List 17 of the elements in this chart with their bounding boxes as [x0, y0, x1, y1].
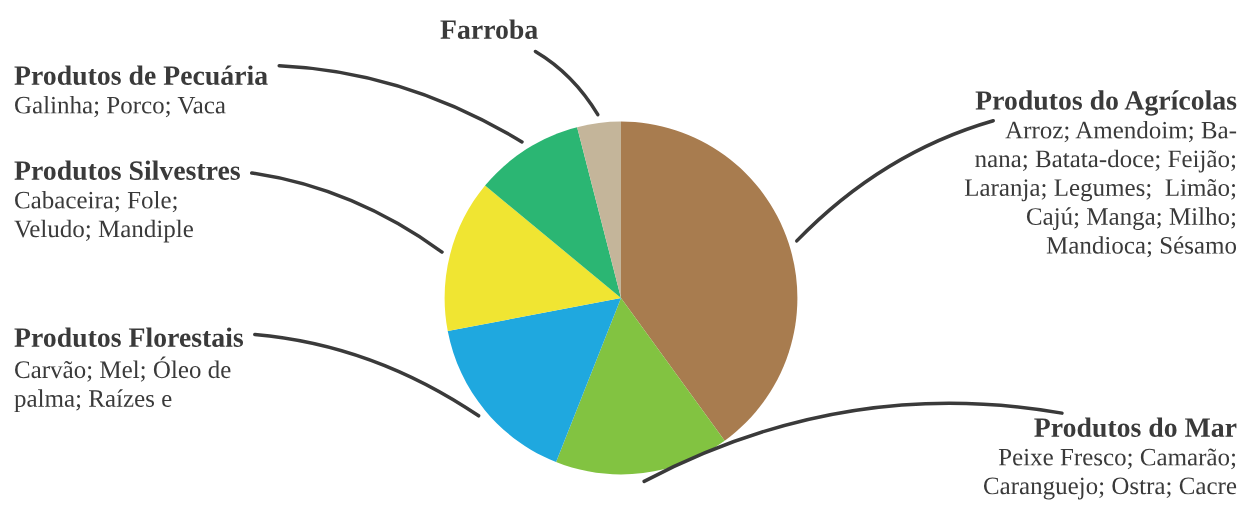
text: Arroz; Amendoim; Ba- nana; Batata-doce; Feijão; Laranja; Legumes; Limão; Cajú; Manga; Milho; Mandioca; Sésamo	[964, 121, 1237, 258]
pie-slice	[444, 185, 621, 332]
pie-slice	[556, 298, 725, 475]
slice-label: Produtos do Mar	[1034, 417, 1237, 438]
slice-label: Produtos do Agrícolas	[975, 90, 1237, 116]
slice-label: Produtos Silvestres	[14, 160, 240, 181]
slice-label: Produtos de Pecuária	[14, 65, 268, 86]
text: Galinha; Porco; Vaca	[15, 96, 226, 118]
text: Cabaceira; Fole; Veludo; Mandiple	[14, 191, 193, 243]
pie-slice	[485, 127, 621, 298]
slice-label: Farroba	[440, 19, 538, 39]
pie-slice	[447, 298, 621, 463]
pie-slice	[621, 121, 798, 441]
slice-label: Produtos Florestais	[14, 327, 244, 348]
text: Peixe Fresco; Camarão; Caranguejo; Ostra; Cacre	[983, 448, 1237, 500]
pie-slice	[577, 121, 621, 298]
text: Carvão; Mel; Óleo de palma; Raízes e	[14, 356, 231, 413]
